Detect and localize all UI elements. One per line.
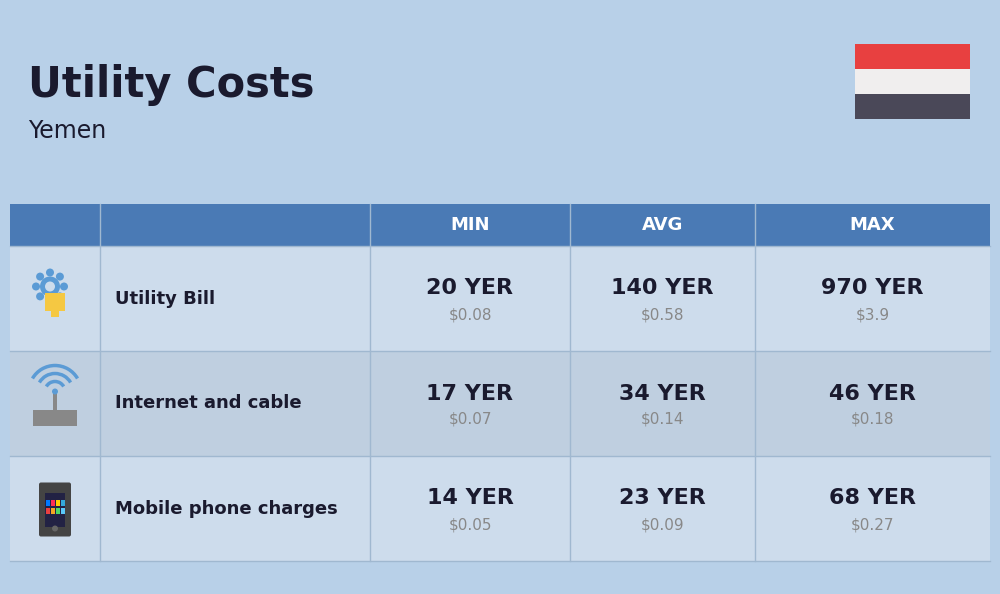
- Text: Internet and cable: Internet and cable: [115, 394, 302, 412]
- Bar: [61, 500, 65, 505]
- Text: 17 YER: 17 YER: [426, 384, 514, 403]
- Circle shape: [52, 526, 58, 532]
- Bar: [51, 507, 55, 513]
- Text: $0.07: $0.07: [448, 412, 492, 427]
- Bar: [45, 492, 65, 526]
- Bar: [45, 292, 65, 311]
- Bar: [10, 351, 990, 456]
- Circle shape: [36, 273, 44, 280]
- Bar: [10, 204, 990, 246]
- Bar: [56, 500, 60, 505]
- Bar: [61, 507, 65, 513]
- Text: Yemen: Yemen: [28, 119, 106, 143]
- Circle shape: [45, 282, 55, 292]
- Text: MIN: MIN: [450, 216, 490, 234]
- Text: 14 YER: 14 YER: [427, 488, 513, 508]
- Text: Mobile phone charges: Mobile phone charges: [115, 500, 338, 517]
- Circle shape: [46, 268, 54, 276]
- Circle shape: [56, 273, 64, 280]
- Text: $0.58: $0.58: [641, 307, 684, 322]
- Text: 34 YER: 34 YER: [619, 384, 706, 403]
- Text: 46 YER: 46 YER: [829, 384, 916, 403]
- Bar: [56, 507, 60, 513]
- Text: $0.18: $0.18: [851, 412, 894, 427]
- Bar: [10, 246, 990, 351]
- Text: $0.09: $0.09: [641, 517, 684, 532]
- Bar: [855, 94, 970, 119]
- Text: $0.05: $0.05: [448, 517, 492, 532]
- Bar: [855, 69, 970, 94]
- Text: AVG: AVG: [642, 216, 683, 234]
- Text: 140 YER: 140 YER: [611, 279, 714, 299]
- Text: Utility Bill: Utility Bill: [115, 289, 215, 308]
- Circle shape: [56, 292, 64, 301]
- Text: MAX: MAX: [850, 216, 895, 234]
- Bar: [855, 44, 970, 69]
- Circle shape: [32, 283, 40, 290]
- Text: $3.9: $3.9: [855, 307, 890, 322]
- Bar: [46, 507, 50, 513]
- Bar: [10, 456, 990, 561]
- FancyBboxPatch shape: [39, 482, 71, 536]
- Bar: [46, 500, 50, 505]
- Text: $0.27: $0.27: [851, 517, 894, 532]
- Circle shape: [40, 276, 60, 296]
- Circle shape: [52, 388, 58, 394]
- Text: $0.14: $0.14: [641, 412, 684, 427]
- Text: 20 YER: 20 YER: [426, 279, 514, 299]
- Text: 23 YER: 23 YER: [619, 488, 706, 508]
- Text: 68 YER: 68 YER: [829, 488, 916, 508]
- Text: $0.08: $0.08: [448, 307, 492, 322]
- Bar: [53, 391, 57, 409]
- Circle shape: [46, 296, 54, 305]
- Text: Utility Costs: Utility Costs: [28, 64, 314, 106]
- Circle shape: [36, 292, 44, 301]
- Bar: [33, 409, 77, 425]
- Text: 970 YER: 970 YER: [821, 279, 924, 299]
- Circle shape: [60, 283, 68, 290]
- Bar: [51, 500, 55, 505]
- Bar: [51, 308, 59, 317]
